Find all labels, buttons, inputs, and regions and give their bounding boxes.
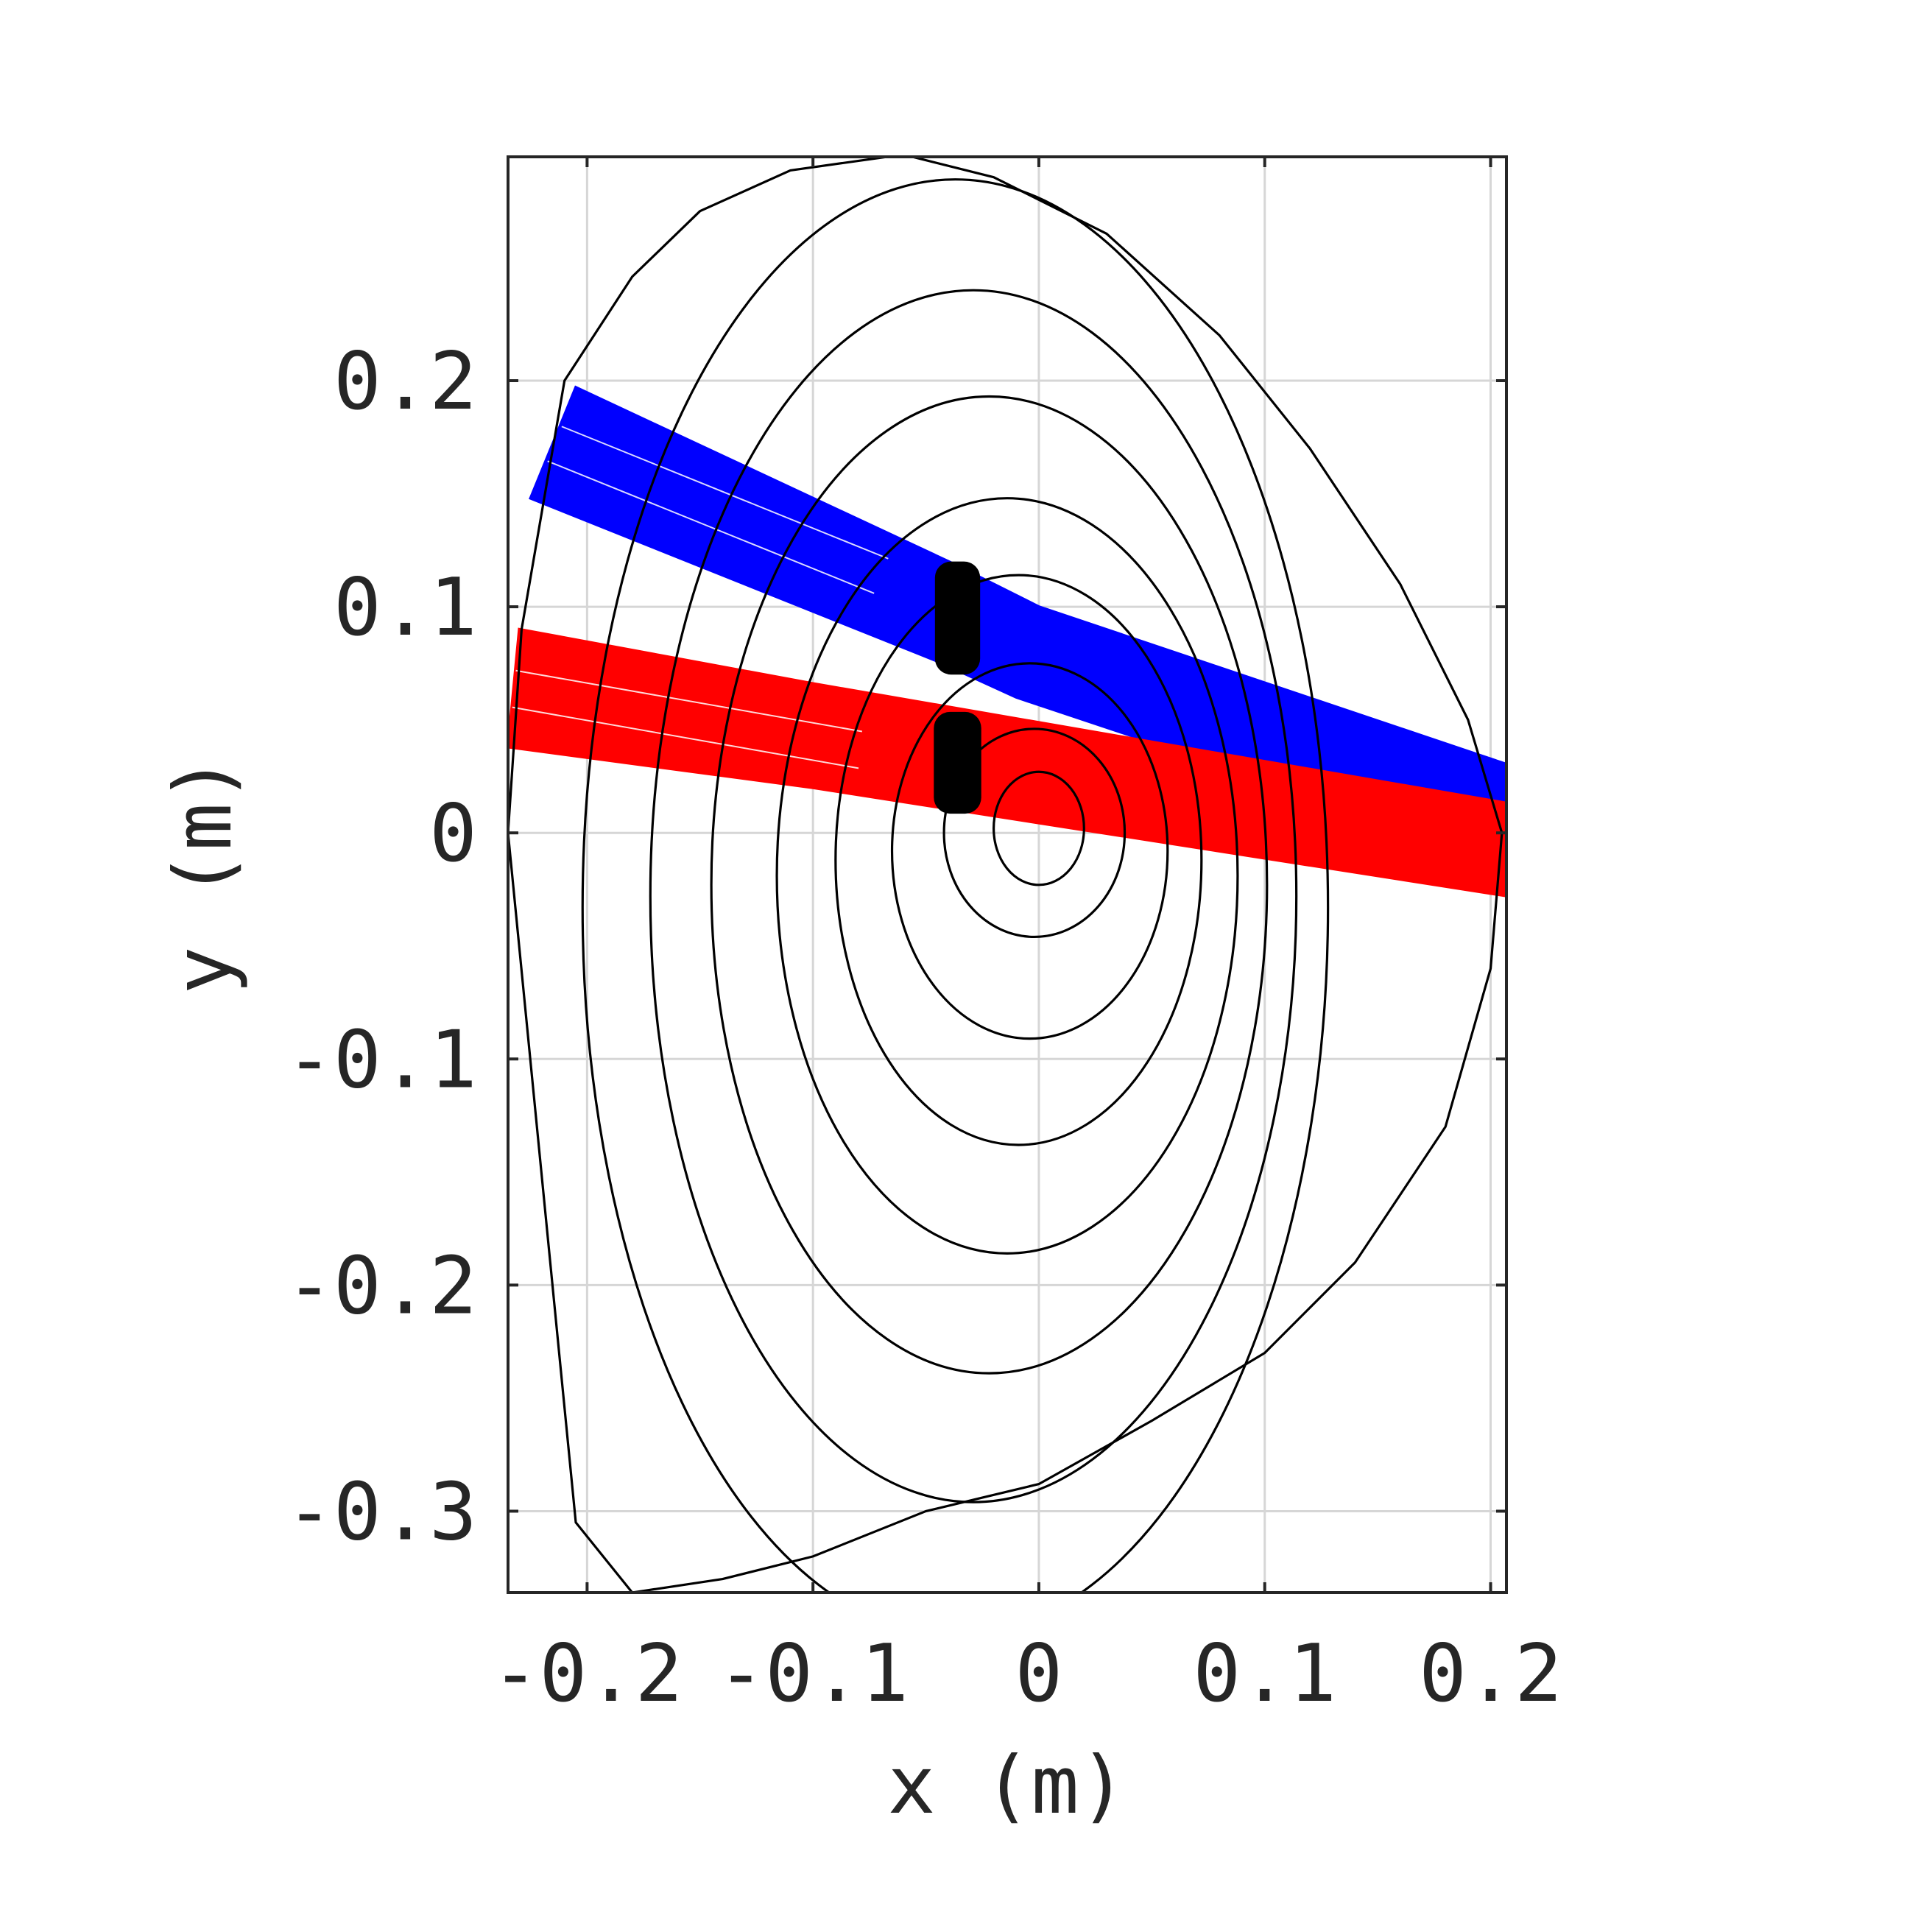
beam-ray-0 (547, 460, 875, 594)
flux-contour-2 (890, 662, 1169, 1040)
flux-contour-4 (775, 497, 1239, 1255)
x-tick-label: -0.2 (491, 1628, 683, 1720)
flux-contour-3 (834, 574, 1203, 1146)
y-tick-label: -0.3 (286, 1466, 477, 1558)
flux-contour-1 (942, 727, 1127, 939)
beam-ray-1 (515, 669, 863, 733)
x-tick-label: 0.1 (1193, 1628, 1336, 1720)
axes-frame (507, 155, 1508, 1594)
beam-ray-1 (512, 706, 859, 769)
x-tick-labels: -0.2 -0.1 0 0.1 0.2 (491, 1628, 1562, 1720)
x-axis-label: x (m) (887, 1740, 1127, 1832)
x-tick-label: -0.1 (717, 1628, 909, 1720)
flux-contour-6 (649, 289, 1298, 1503)
beam-series (508, 385, 1506, 898)
beam-band-1 (508, 627, 1506, 898)
y-tick-label: -0.1 (286, 1014, 477, 1106)
x-tick-label: 0.2 (1419, 1628, 1562, 1720)
plot-area (508, 157, 1506, 1593)
flux-contours (508, 157, 1503, 1593)
y-tick-label: 0.2 (334, 336, 477, 428)
y-tick-label: 0.1 (334, 562, 477, 654)
beam-markers (934, 561, 981, 814)
x-tick-label: 0 (1015, 1628, 1062, 1720)
flux-contour-7 (581, 178, 1330, 1593)
grid-lines (508, 157, 1506, 1593)
y-tick-label: -0.2 (286, 1240, 477, 1332)
beam-marker-1 (934, 711, 981, 814)
beam-ray-0 (561, 426, 889, 560)
y-axis-label: y (m) (158, 755, 250, 994)
axis-ticks (508, 157, 1506, 1593)
y-tick-label: 0 (429, 788, 477, 880)
separatrix-contour (508, 157, 1503, 1593)
flux-contour-5 (710, 395, 1269, 1375)
beam-marker-0 (934, 561, 981, 675)
y-tick-labels: -0.3 -0.2 -0.1 0 0.1 0.2 (286, 336, 477, 1558)
flux-contour-0 (992, 770, 1085, 886)
